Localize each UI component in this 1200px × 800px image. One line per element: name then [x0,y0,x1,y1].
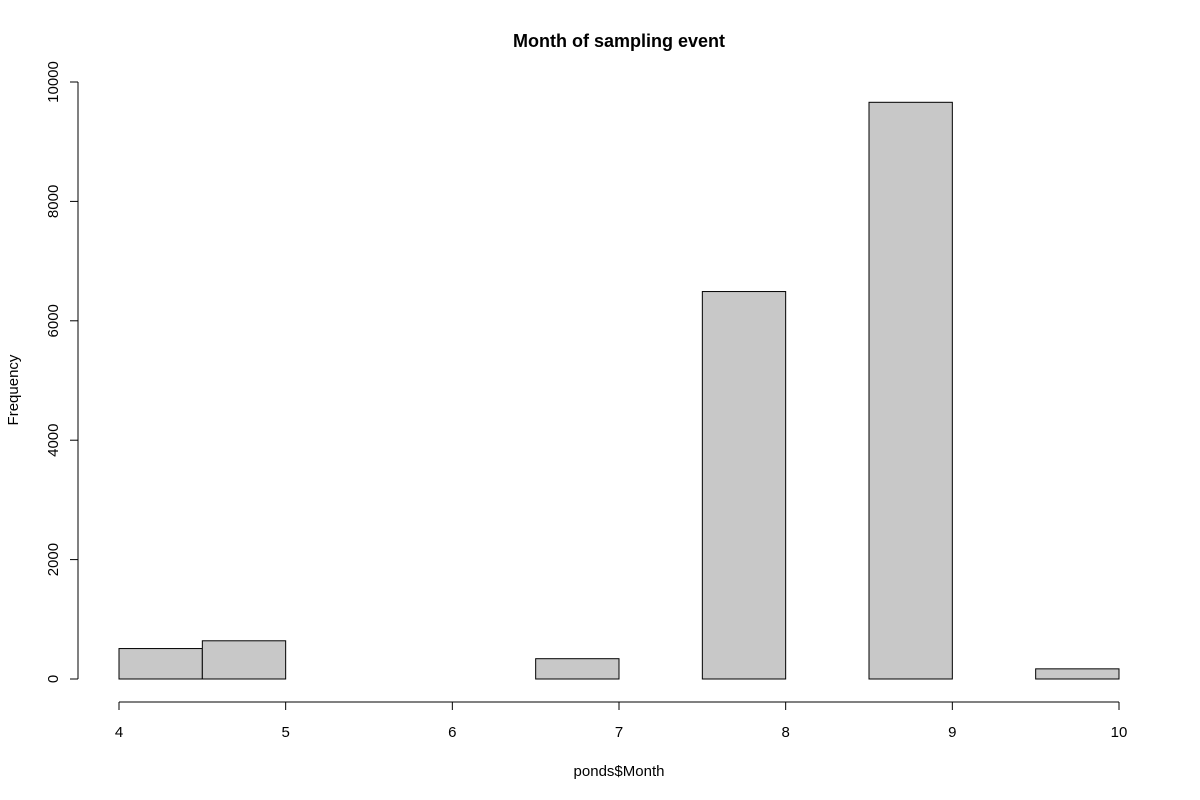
histogram-bar [201,640,287,680]
x-tick-label: 6 [448,724,456,741]
x-tick-label: 4 [115,724,123,741]
y-tick-label: 2000 [45,543,62,576]
histogram-bar [701,291,787,680]
y-tick-label: 8000 [45,185,62,218]
x-axis-label: ponds$Month [574,763,665,780]
x-tick-label: 7 [615,724,623,741]
y-axis-label: Frequency [5,354,22,425]
y-tick-label: 4000 [45,424,62,457]
x-axis: 4 5 6 7 8 9 10 [115,701,1128,741]
histogram-bar [1035,668,1120,680]
histogram-bar [535,658,620,680]
histogram-bar [118,648,203,680]
x-tick-label: 5 [281,724,289,741]
y-tick-label: 10000 [45,61,62,103]
x-tick-label: 9 [948,724,956,741]
bars-group [118,101,1120,680]
y-tick-label: 0 [45,675,62,683]
x-tick-label: 8 [781,724,789,741]
histogram-bar [868,101,953,680]
y-tick-label: 6000 [45,304,62,337]
chart-title: Month of sampling event [513,31,725,51]
x-tick-label: 10 [1111,724,1128,741]
y-axis: 0 2000 4000 6000 8000 10000 [45,61,79,683]
